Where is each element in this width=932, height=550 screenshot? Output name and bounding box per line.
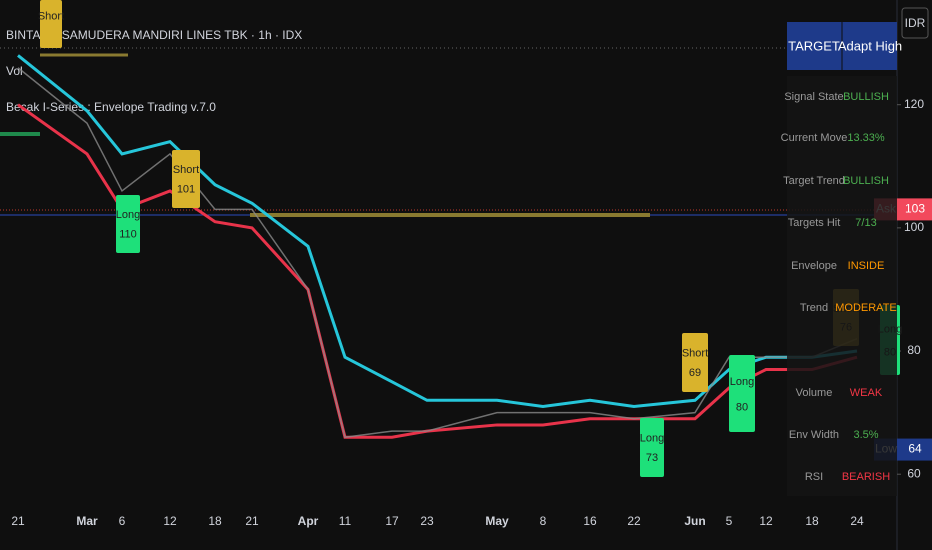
- table-label: Env Width: [789, 429, 839, 441]
- table-value: BULLISH: [843, 175, 889, 187]
- y-tick-label: 100: [904, 220, 924, 234]
- signal-type: Short: [38, 11, 64, 23]
- signal-type: Short: [173, 164, 199, 176]
- x-tick-label: 21: [245, 514, 259, 528]
- x-tick-label: 12: [759, 514, 773, 528]
- signal-box: [172, 150, 200, 208]
- signal-value: 110: [119, 228, 137, 240]
- signal-box: [116, 195, 140, 253]
- x-tick-label: 11: [339, 514, 352, 528]
- signal-box: [729, 355, 755, 432]
- x-tick-label: 6: [119, 514, 126, 528]
- signal-value: 73: [646, 452, 658, 464]
- x-tick-label: 18: [805, 514, 819, 528]
- indicator-label: Vol: [6, 64, 23, 78]
- chart-title: BINTANG SAMUDERA MANDIRI LINES TBK · 1h …: [6, 28, 302, 42]
- table-label: Signal State: [784, 91, 843, 103]
- table-label: RSI: [805, 471, 823, 483]
- table-header: TARGET: [788, 38, 840, 53]
- signal-box: [640, 418, 664, 477]
- table-body-bg: [787, 76, 897, 496]
- table-header: Adapt High: [838, 38, 902, 53]
- signal-type: Long: [116, 209, 140, 221]
- table-value: INSIDE: [848, 260, 885, 272]
- signal-box: [40, 0, 62, 48]
- table-label: Targets Hit: [788, 217, 841, 229]
- signal-box: [682, 333, 708, 392]
- signal-value: 101: [177, 183, 195, 195]
- currency: IDR: [905, 16, 926, 30]
- x-tick-label: Mar: [76, 514, 98, 528]
- table-label: Volume: [796, 387, 833, 399]
- x-tick-label: 12: [163, 514, 177, 528]
- table-label: Target Trend: [783, 175, 845, 187]
- signal-type: Long: [640, 433, 664, 445]
- table-label: Current Move: [781, 132, 848, 144]
- table-value: 7/13: [855, 217, 876, 229]
- x-tick-label: May: [485, 514, 509, 528]
- signal-value: 69: [689, 367, 701, 379]
- y-tick-label: 60: [907, 466, 921, 480]
- x-tick-label: 17: [385, 514, 399, 528]
- price-tag-value: 103: [905, 202, 925, 216]
- y-tick-label: 80: [907, 343, 921, 357]
- signal-type: Long: [730, 376, 754, 388]
- x-tick-label: Jun: [684, 514, 705, 528]
- table-value: BULLISH: [843, 91, 889, 103]
- x-tick-label: 5: [726, 514, 733, 528]
- table-value: WEAK: [850, 387, 883, 399]
- table-value: 13.33%: [847, 132, 885, 144]
- x-tick-label: 22: [627, 514, 641, 528]
- indicator-label: Becak I-Series : Envelope Trading v.7.0: [6, 100, 216, 114]
- x-tick-label: 16: [583, 514, 597, 528]
- x-tick-label: 21: [11, 514, 25, 528]
- currency-box[interactable]: [901, 7, 929, 39]
- x-tick-label: 23: [420, 514, 434, 528]
- price-tag-value: 64: [908, 442, 922, 456]
- price-tag-box: [898, 438, 932, 461]
- signal-type: Short: [682, 348, 708, 360]
- table-value: BEARISH: [842, 471, 890, 483]
- x-tick-label: Apr: [298, 514, 319, 528]
- price-tag-box: [898, 198, 932, 221]
- x-tick-label: 18: [208, 514, 222, 528]
- table-label: Trend: [800, 302, 828, 314]
- table-label: Envelope: [791, 260, 837, 272]
- x-tick-label: 8: [540, 514, 547, 528]
- signal-value: 80: [736, 401, 748, 413]
- table-value: 3.5%: [853, 429, 878, 441]
- x-tick-label: 24: [850, 514, 864, 528]
- y-tick-label: 120: [904, 97, 924, 111]
- table-value: MODERATE: [835, 302, 897, 314]
